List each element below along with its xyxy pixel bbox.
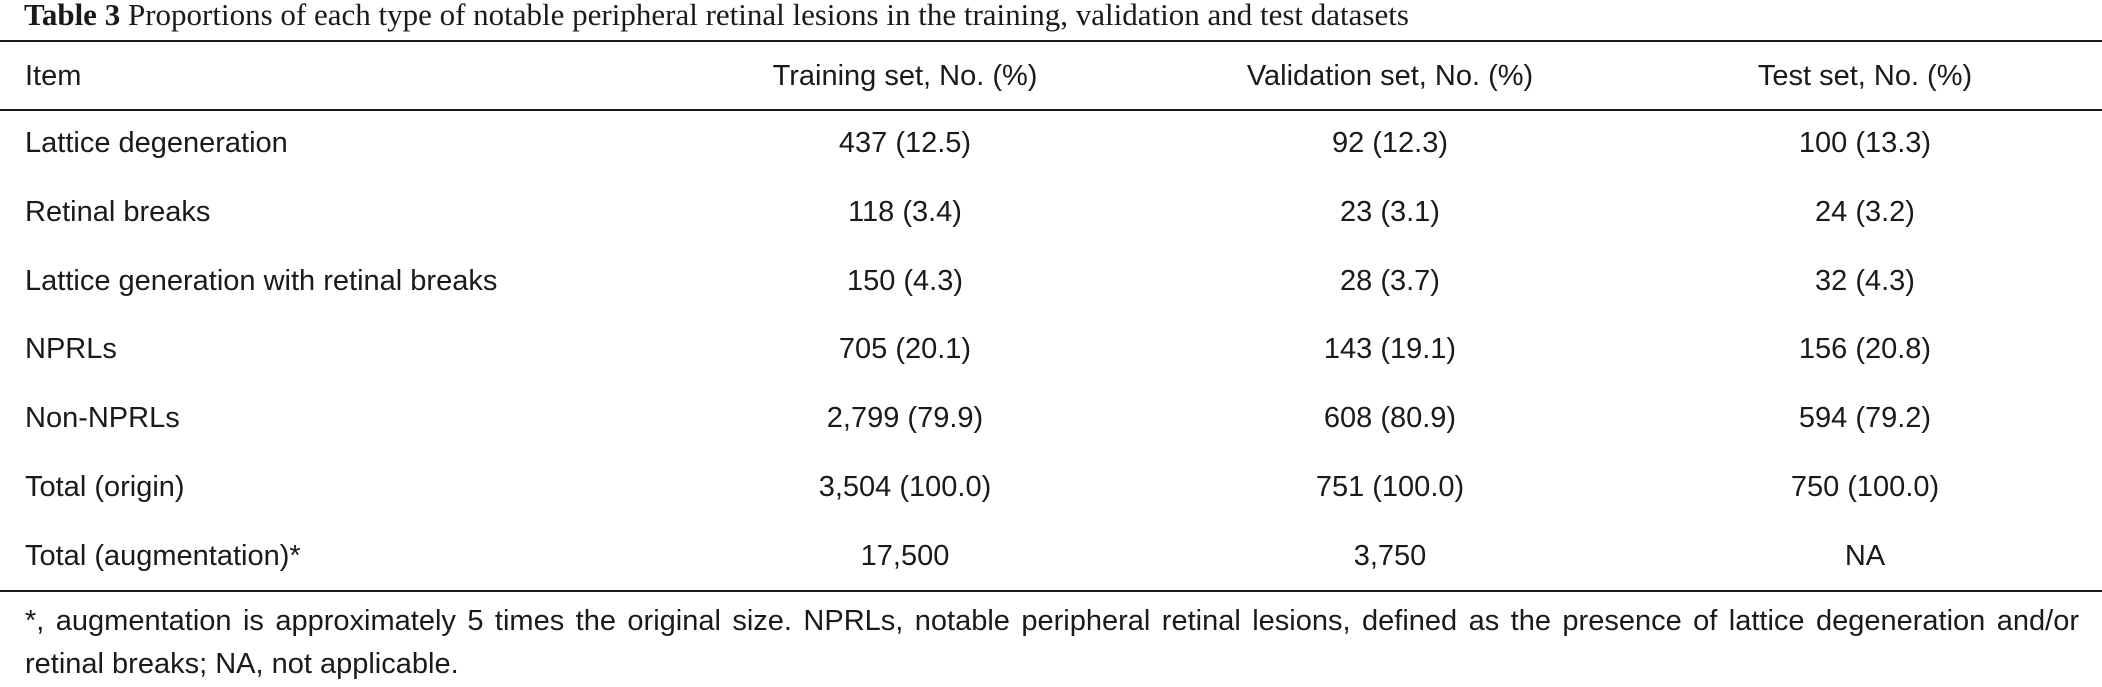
row-1-validation: 23 (3.1) [1340,196,1440,228]
row-6-training: 17,500 [860,540,950,572]
row-3-item: NPRLs [25,333,117,365]
row-3-validation: 143 (19.1) [1323,333,1457,365]
table-header-rule [0,109,2102,111]
row-2-validation: 28 (3.7) [1340,265,1440,297]
table-top-rule [0,40,2102,42]
row-2-test: 32 (4.3) [1815,265,1915,297]
row-6-validation: 3,750 [1353,540,1427,572]
row-2-training: 150 (4.3) [846,265,964,297]
table-caption-label: Table 3 [24,0,121,32]
table-footnote: *, augmentation is approximately 5 times… [25,605,2079,680]
header-training-set: Training set, No. (%) [772,60,1038,92]
header-test-set: Test set, No. (%) [1757,60,1973,92]
row-5-training: 3,504 (100.0) [818,471,992,503]
row-2-item: Lattice generation with retinal breaks [25,265,498,297]
row-5-validation: 751 (100.0) [1315,471,1465,503]
header-validation-set: Validation set, No. (%) [1246,60,1534,92]
row-1-test: 24 (3.2) [1815,196,1915,228]
table-caption: Table 3 Proportions of each type of nota… [24,0,1409,33]
row-3-test: 156 (20.8) [1798,333,1932,365]
row-6-test: NA [1844,540,1886,572]
row-6-item: Total (augmentation)* [25,540,301,572]
row-5-item: Total (origin) [25,471,185,503]
row-3-training: 705 (20.1) [838,333,972,365]
row-1-item: Retinal breaks [25,196,211,228]
row-4-item: Non-NPRLs [25,402,180,434]
row-5-test: 750 (100.0) [1790,471,1940,503]
table-bottom-rule [0,590,2102,592]
row-0-validation: 92 (12.3) [1331,127,1449,159]
header-item: Item [25,60,82,92]
row-1-training: 118 (3.4) [848,196,962,228]
row-4-validation: 608 (80.9) [1323,402,1457,434]
row-4-test: 594 (79.2) [1798,402,1932,434]
row-0-test: 100 (13.3) [1798,127,1932,159]
table-caption-text: Proportions of each type of notable peri… [127,0,1409,32]
row-0-item: Lattice degeneration [25,127,288,159]
row-4-training: 2,799 (79.9) [826,402,984,434]
row-0-training: 437 (12.5) [838,127,972,159]
